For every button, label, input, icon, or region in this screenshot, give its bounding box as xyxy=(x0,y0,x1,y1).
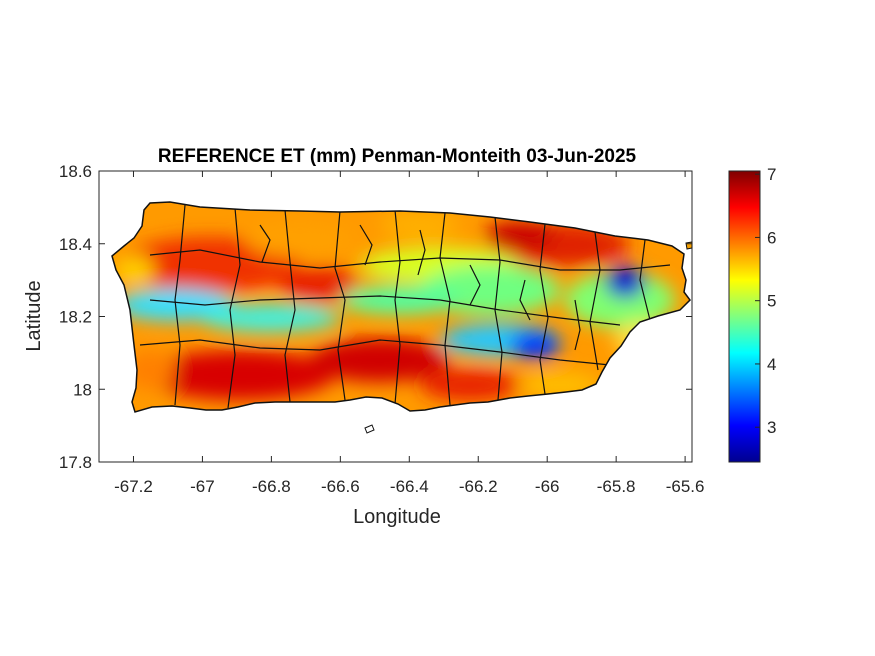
y-axis-label: Latitude xyxy=(23,280,45,351)
field-patch xyxy=(245,222,355,258)
y-tick-label: 18.2 xyxy=(59,308,92,327)
colorbar-tick-label: 5 xyxy=(767,292,776,311)
field-patch xyxy=(605,266,645,298)
field-patch xyxy=(420,369,520,401)
y-axis-ticks: 17.8 18 18.2 18.4 18.6 xyxy=(59,162,692,472)
field-patch xyxy=(125,350,175,390)
field-patch xyxy=(340,286,460,314)
islet xyxy=(364,424,375,434)
field-patch xyxy=(380,211,460,239)
chart-title: REFERENCE ET (mm) Penman-Monteith 03-Jun… xyxy=(158,146,637,167)
colorbar-tick-label: 4 xyxy=(767,355,776,374)
colorbar-tick-label: 6 xyxy=(767,228,776,247)
x-tick-label: -66.4 xyxy=(390,477,429,496)
y-tick-label: 18.4 xyxy=(59,235,92,254)
x-tick-label: -65.8 xyxy=(597,477,636,496)
x-tick-label: -65.6 xyxy=(666,477,705,496)
municipality-boundaries xyxy=(139,204,671,409)
field-patch xyxy=(120,237,300,293)
et-field xyxy=(112,202,690,412)
x-axis-label: Longitude xyxy=(353,506,441,528)
colorbar-ticks: 3 4 5 6 7 xyxy=(755,165,776,437)
x-tick-label: -67 xyxy=(190,477,215,496)
colorbar xyxy=(728,170,761,463)
islet xyxy=(685,241,693,250)
y-tick-label: 18 xyxy=(73,380,92,399)
x-tick-label: -66.8 xyxy=(252,477,291,496)
y-tick-label: 18.6 xyxy=(59,162,92,181)
field-patch xyxy=(485,221,555,249)
field-patch xyxy=(145,350,335,400)
colorbar-tick-label: 7 xyxy=(767,165,776,184)
field-patch xyxy=(115,256,155,284)
colorbar-tick-label: 3 xyxy=(767,418,776,437)
x-axis-ticks: -67.2 -67 -66.8 -66.6 -66.4 -66.2 -66 -65.8 -65.… xyxy=(114,171,704,496)
x-tick-label: -66.6 xyxy=(321,477,360,496)
x-tick-label: -66 xyxy=(535,477,560,496)
field-patch xyxy=(280,267,360,303)
field-patch xyxy=(200,304,340,332)
x-tick-label: -66.2 xyxy=(459,477,498,496)
y-tick-label: 17.8 xyxy=(59,453,92,472)
field-patch xyxy=(310,338,450,382)
field-patch xyxy=(510,331,560,359)
x-tick-label: -67.2 xyxy=(114,477,153,496)
field-patch xyxy=(565,272,675,328)
